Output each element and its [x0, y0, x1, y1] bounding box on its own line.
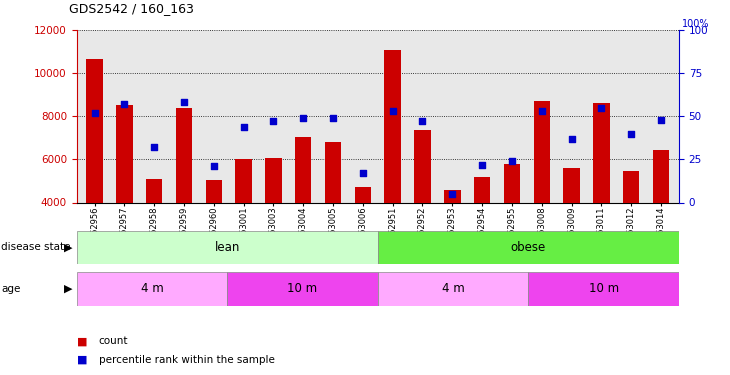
Text: 100%: 100% [682, 19, 709, 28]
Text: ▶: ▶ [64, 243, 72, 252]
Point [268, 118, 280, 124]
Point [476, 162, 488, 168]
Bar [265, 158, 282, 203]
Point [208, 163, 220, 169]
Text: 10 m: 10 m [288, 282, 318, 295]
Point [297, 115, 309, 121]
Point [327, 115, 339, 121]
Point [566, 136, 577, 142]
Bar [295, 137, 312, 202]
Text: ■: ■ [77, 355, 87, 365]
Bar [227, 272, 378, 306]
Bar [529, 272, 679, 306]
Text: disease state: disease state [1, 243, 71, 252]
Text: 4 m: 4 m [442, 282, 464, 295]
Point [655, 117, 666, 123]
Text: GDS2542 / 160_163: GDS2542 / 160_163 [69, 2, 194, 15]
Point [506, 158, 518, 164]
Text: percentile rank within the sample: percentile rank within the sample [99, 355, 274, 365]
Bar [176, 108, 192, 202]
Bar [623, 171, 639, 202]
Point [238, 124, 250, 130]
Point [536, 108, 548, 114]
Bar [355, 188, 371, 202]
Text: obese: obese [511, 241, 546, 254]
Bar [206, 180, 222, 203]
Text: ■: ■ [77, 336, 87, 346]
Point [118, 101, 130, 107]
Bar [325, 142, 341, 202]
Point [447, 191, 458, 197]
Text: ▶: ▶ [64, 284, 72, 294]
Point [89, 110, 101, 116]
Text: count: count [99, 336, 128, 346]
Point [148, 144, 160, 150]
Text: lean: lean [215, 241, 240, 254]
Bar [534, 101, 550, 202]
Bar [415, 130, 431, 203]
Point [417, 118, 429, 124]
Text: 4 m: 4 m [141, 282, 164, 295]
Bar [378, 272, 529, 306]
Bar [504, 164, 520, 202]
Bar [444, 190, 461, 202]
Bar [146, 179, 162, 203]
Bar [235, 159, 252, 202]
Bar [653, 150, 669, 202]
Bar [593, 104, 610, 202]
Text: age: age [1, 284, 21, 294]
Point [387, 108, 399, 114]
Bar [77, 272, 227, 306]
Bar [474, 177, 491, 203]
Bar [385, 51, 401, 202]
Bar [378, 231, 679, 264]
Bar [564, 168, 580, 202]
Point [357, 170, 369, 176]
Bar [77, 231, 378, 264]
Point [596, 105, 607, 111]
Text: 10 m: 10 m [588, 282, 619, 295]
Bar [86, 59, 103, 202]
Bar [116, 105, 133, 202]
Point [626, 130, 637, 136]
Point [178, 99, 190, 105]
